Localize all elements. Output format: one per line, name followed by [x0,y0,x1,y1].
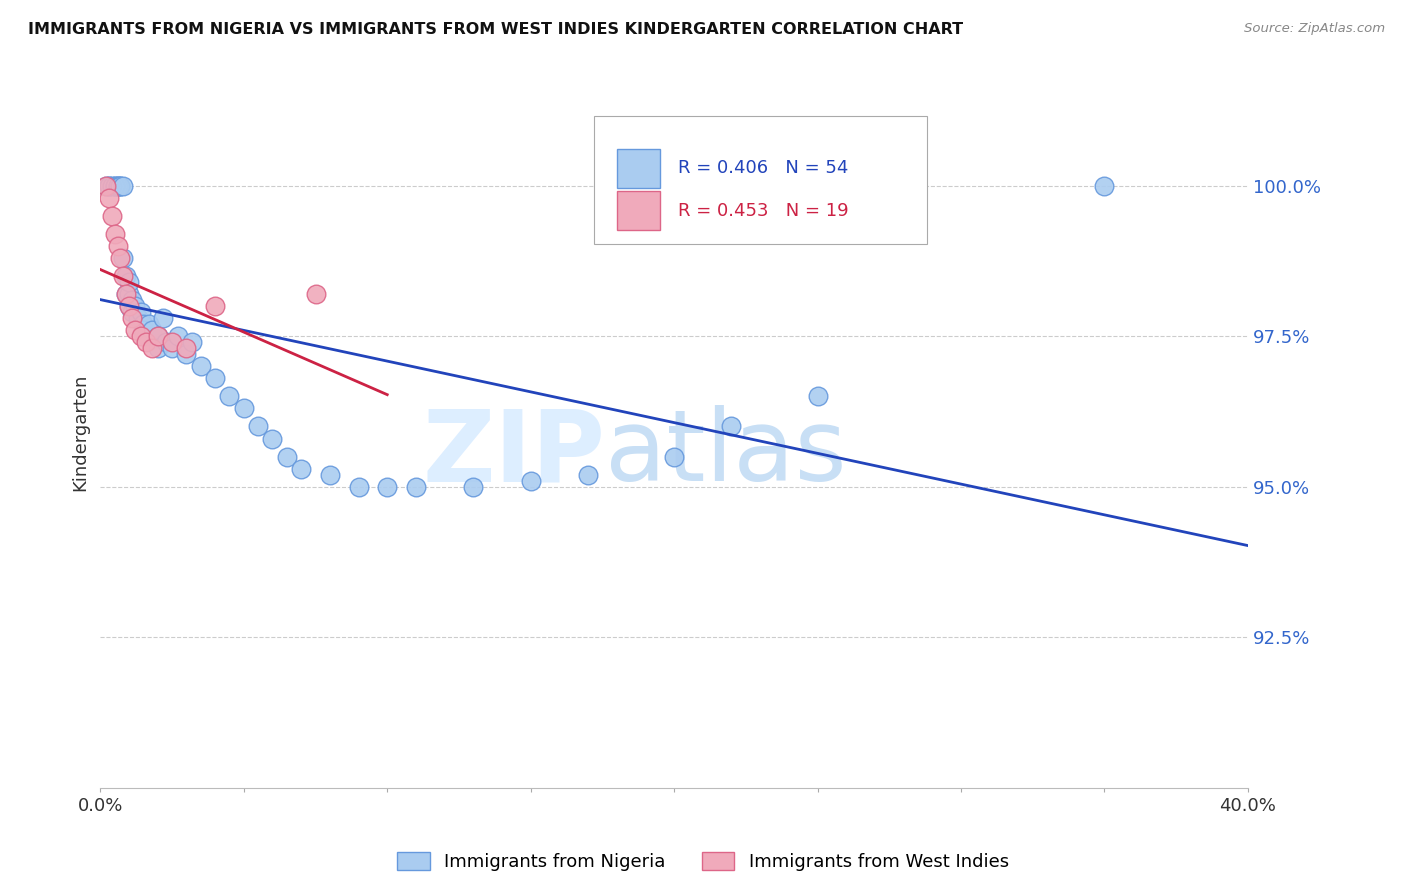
Point [132,323,155,337]
Point [107,178,129,193]
Point [112,251,135,265]
Point [135,335,157,350]
FancyBboxPatch shape [617,191,661,230]
Point [290,461,312,475]
Point [121,293,143,307]
Point [104,227,127,241]
Point [204,371,226,385]
Text: IMMIGRANTS FROM NIGERIA VS IMMIGRANTS FROM WEST INDIES KINDERGARTEN CORRELATION : IMMIGRANTS FROM NIGERIA VS IMMIGRANTS FR… [28,22,963,37]
Point [319,467,342,482]
Point [463,480,485,494]
Point [304,287,326,301]
Point [101,178,124,193]
Point [104,178,127,193]
Point [107,239,129,253]
Point [124,299,146,313]
Point [405,480,427,494]
Point [135,329,157,343]
Point [720,419,742,434]
Text: R = 0.453   N = 19: R = 0.453 N = 19 [678,202,848,219]
Text: R = 0.406   N = 54: R = 0.406 N = 54 [678,160,848,178]
Point [118,299,141,313]
Point [262,432,284,446]
Point [152,311,174,326]
Point [204,299,226,313]
Point [110,178,132,193]
Point [176,341,198,355]
Point [127,311,149,326]
Legend: Immigrants from Nigeria, Immigrants from West Indies: Immigrants from Nigeria, Immigrants from… [389,846,1017,879]
Point [97,178,120,193]
Point [1092,178,1115,193]
Point [97,191,120,205]
Point [141,341,163,355]
Point [155,335,177,350]
Text: atlas: atlas [605,405,846,502]
Point [146,329,169,343]
Point [129,329,152,343]
Point [576,467,599,482]
Point [94,178,117,193]
Point [176,347,198,361]
Point [112,268,135,283]
Text: ZIP: ZIP [422,405,605,502]
Point [160,335,183,350]
Point [806,389,828,403]
FancyBboxPatch shape [617,149,661,188]
Point [146,341,169,355]
Point [121,305,143,319]
Point [218,389,240,403]
Y-axis label: Kindergarten: Kindergarten [72,374,89,491]
Point [110,178,132,193]
Point [519,474,541,488]
Point [110,251,132,265]
Point [107,178,129,193]
Point [232,401,254,416]
Point [104,178,127,193]
FancyBboxPatch shape [593,117,927,244]
Point [115,287,138,301]
Point [181,335,204,350]
Point [115,287,138,301]
Point [132,317,155,331]
Point [101,209,124,223]
Point [124,323,146,337]
Point [118,299,141,313]
Point [121,311,143,326]
Point [118,287,141,301]
Point [141,323,163,337]
Text: Source: ZipAtlas.com: Source: ZipAtlas.com [1244,22,1385,36]
Point [94,178,117,193]
Point [662,450,685,464]
Point [115,268,138,283]
Point [146,329,169,343]
Point [129,305,152,319]
Point [97,178,120,193]
Point [347,480,370,494]
Point [166,329,188,343]
Point [118,275,141,289]
Point [190,359,212,374]
Point [375,480,398,494]
Point [112,178,135,193]
Point [138,317,160,331]
Point [247,419,270,434]
Point [160,341,183,355]
Point [276,450,298,464]
